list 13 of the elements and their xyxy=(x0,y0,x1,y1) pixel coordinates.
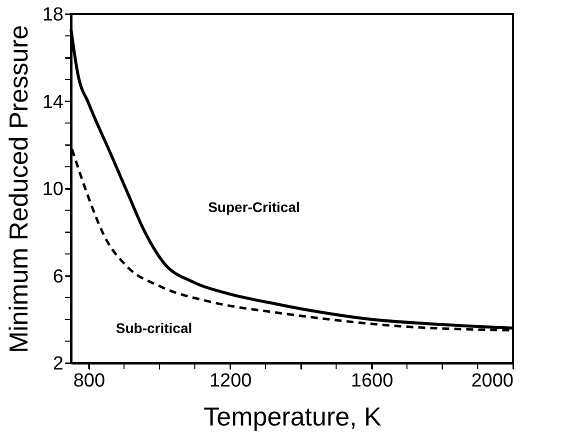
x-tick-label: 1200 xyxy=(209,370,252,392)
x-tick-label: 800 xyxy=(73,370,106,392)
y-axis-title: Minimum Reduced Pressure xyxy=(3,24,34,354)
x-tick-label: 2000 xyxy=(471,370,514,392)
annotation: Super-Critical xyxy=(208,199,300,215)
x-axis-title: Temperature, K xyxy=(204,402,382,432)
annotation: Sub-critical xyxy=(116,320,192,336)
y-tick-label: 6 xyxy=(52,266,64,288)
y-tick-label: 2 xyxy=(52,354,64,374)
y-tick-label: 18 xyxy=(42,4,64,26)
x-tick-label: 1600 xyxy=(350,370,394,392)
y-tick-label: 14 xyxy=(42,92,64,113)
y-tick-label: 10 xyxy=(42,179,64,200)
